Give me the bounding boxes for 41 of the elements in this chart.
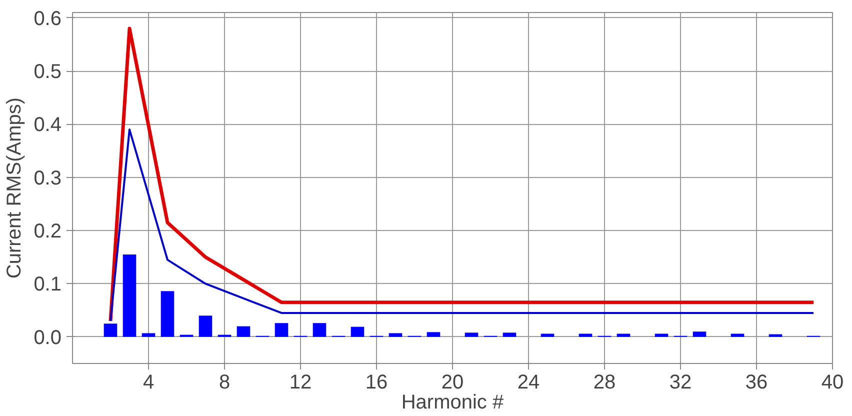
- bar: [350, 326, 364, 337]
- x-axis-title: Harmonic #: [401, 392, 505, 414]
- bar: [464, 332, 478, 337]
- line-series: [110, 128, 814, 322]
- bar: [730, 334, 744, 337]
- y-tick-label: 0.3: [34, 167, 62, 190]
- x-tick-label: 4: [142, 372, 154, 394]
- bar: [388, 333, 402, 337]
- bar: [540, 334, 554, 337]
- x-tick-label: 36: [745, 372, 768, 394]
- x-tick-label: 12: [289, 372, 312, 394]
- x-tick-label: 8: [218, 372, 230, 394]
- bar: [616, 334, 630, 337]
- bar: [654, 334, 668, 337]
- x-tick-label: 28: [593, 372, 616, 394]
- y-tick-label: 0.6: [34, 8, 62, 30]
- bar: [692, 332, 706, 337]
- bar: [768, 334, 782, 337]
- x-tick-label: 16: [365, 372, 388, 394]
- x-tick-label: 32: [669, 372, 692, 394]
- x-tick-label: 20: [441, 372, 464, 394]
- bar: [104, 324, 118, 337]
- y-tick-label: 0.5: [34, 61, 62, 83]
- bar: [198, 316, 212, 337]
- y-tick-label: 0.2: [34, 220, 62, 243]
- bar: [160, 291, 174, 337]
- y-axis-title: Current RMS(Amps): [4, 97, 26, 279]
- bar: [426, 332, 440, 337]
- bar: [142, 333, 156, 337]
- bar: [578, 334, 592, 337]
- line-series: [108, 26, 816, 323]
- bar: [312, 323, 326, 337]
- bar: [122, 254, 136, 337]
- y-tick-label: 0.0: [34, 326, 62, 349]
- bar: [236, 326, 250, 337]
- y-tick-label: 0.1: [34, 274, 62, 296]
- bar: [502, 332, 516, 337]
- bar: [274, 323, 288, 337]
- x-tick-label: 24: [517, 372, 540, 394]
- y-tick-label: 0.4: [34, 114, 62, 136]
- x-tick-label: 40: [821, 372, 844, 394]
